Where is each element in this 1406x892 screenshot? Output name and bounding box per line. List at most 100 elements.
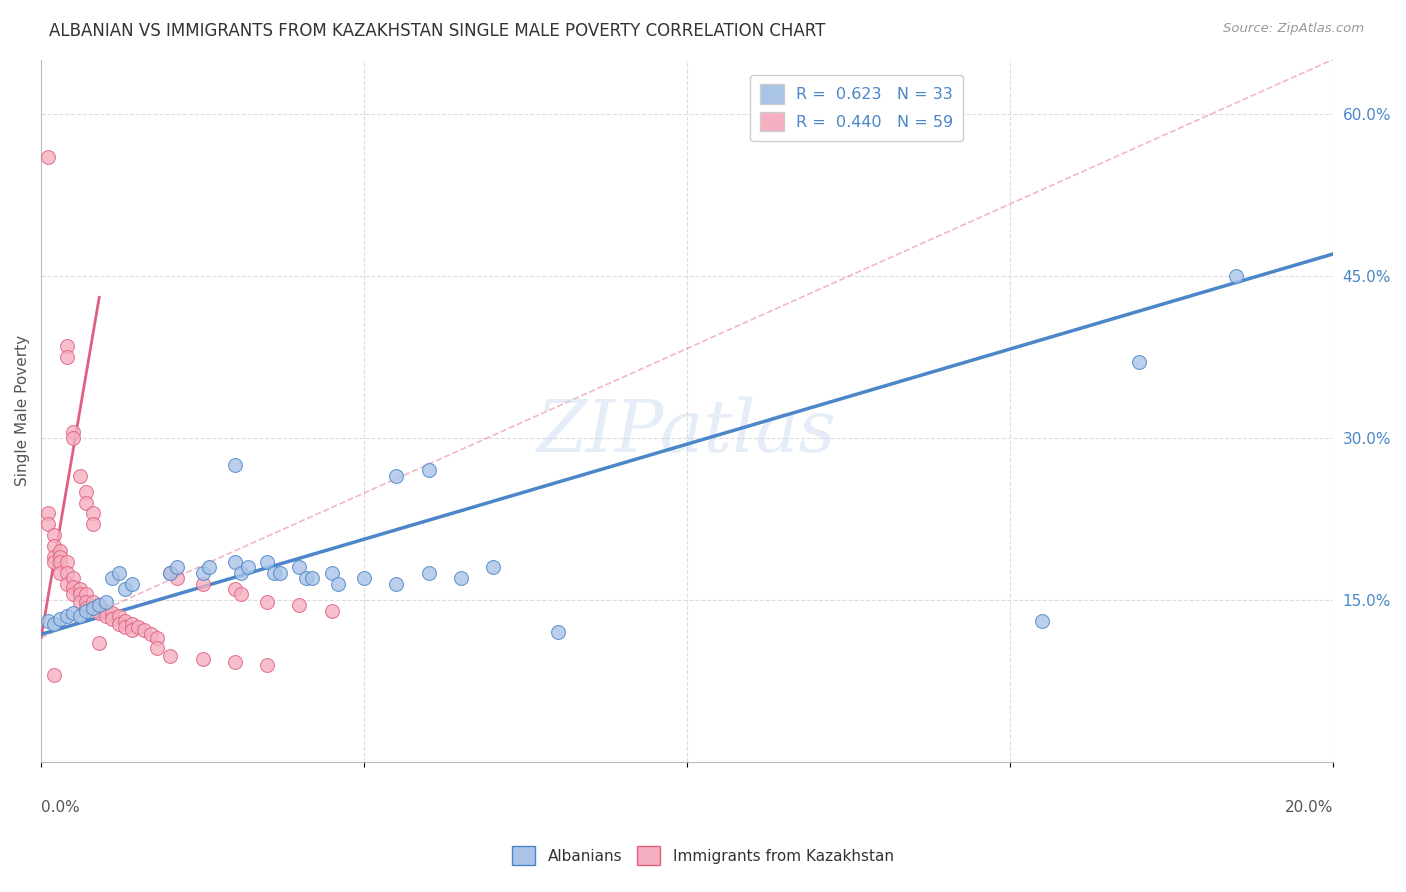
Point <box>288 560 311 574</box>
Point <box>146 641 169 656</box>
Legend: Albanians, Immigrants from Kazakhstan: Albanians, Immigrants from Kazakhstan <box>506 840 900 871</box>
Point <box>37 517 59 532</box>
Point <box>56 555 79 569</box>
Legend: R =  0.623   N = 33, R =  0.440   N = 59: R = 0.623 N = 33, R = 0.440 N = 59 <box>749 75 963 141</box>
Text: ALBANIAN VS IMMIGRANTS FROM KAZAKHSTAN SINGLE MALE POVERTY CORRELATION CHART: ALBANIAN VS IMMIGRANTS FROM KAZAKHSTAN S… <box>49 22 825 40</box>
Point <box>224 458 246 472</box>
Y-axis label: Single Male Poverty: Single Male Poverty <box>15 335 30 486</box>
Point <box>56 576 79 591</box>
Text: ZIPatlas: ZIPatlas <box>537 396 837 467</box>
Point <box>295 571 318 585</box>
Point <box>56 339 79 353</box>
Point <box>121 576 143 591</box>
Point <box>75 595 97 609</box>
Point <box>224 656 246 670</box>
Point <box>82 601 104 615</box>
Point <box>114 620 136 634</box>
Point <box>69 609 91 624</box>
Point <box>231 587 253 601</box>
Point <box>49 549 72 564</box>
Point <box>56 350 79 364</box>
Point <box>62 425 84 440</box>
Point <box>62 606 84 620</box>
Point <box>256 595 278 609</box>
Text: Source: ZipAtlas.com: Source: ZipAtlas.com <box>1223 22 1364 36</box>
Point <box>82 506 104 520</box>
Point <box>89 598 111 612</box>
Point <box>94 609 117 624</box>
Point <box>159 566 181 580</box>
Point <box>139 627 162 641</box>
Point <box>385 468 408 483</box>
Point <box>146 631 169 645</box>
Point <box>191 576 214 591</box>
Point <box>62 580 84 594</box>
Point <box>89 598 111 612</box>
Point <box>75 495 97 509</box>
Point <box>94 595 117 609</box>
Point <box>418 463 440 477</box>
Point <box>191 652 214 666</box>
Point <box>49 544 72 558</box>
Point <box>121 623 143 637</box>
Point <box>107 566 129 580</box>
Point <box>1128 355 1150 369</box>
Text: 20.0%: 20.0% <box>1285 800 1333 815</box>
Point <box>82 601 104 615</box>
Point <box>75 601 97 615</box>
Point <box>62 571 84 585</box>
Point <box>107 616 129 631</box>
Point <box>159 648 181 663</box>
Point <box>69 468 91 483</box>
Point <box>114 615 136 629</box>
Point <box>166 571 188 585</box>
Point <box>191 566 214 580</box>
Point <box>82 517 104 532</box>
Point <box>56 566 79 580</box>
Point <box>94 603 117 617</box>
Point <box>49 566 72 580</box>
Point <box>198 560 221 574</box>
Point <box>301 571 323 585</box>
Point <box>89 636 111 650</box>
Point <box>101 606 124 620</box>
Point <box>114 582 136 596</box>
Point <box>263 566 285 580</box>
Point <box>101 571 124 585</box>
Point <box>1031 615 1053 629</box>
Point <box>321 566 343 580</box>
Point <box>75 603 97 617</box>
Point <box>159 566 181 580</box>
Point <box>42 528 65 542</box>
Point <box>42 555 65 569</box>
Point <box>134 623 156 637</box>
Point <box>42 616 65 631</box>
Point <box>231 566 253 580</box>
Point <box>121 616 143 631</box>
Point <box>42 668 65 682</box>
Point <box>321 603 343 617</box>
Point <box>42 539 65 553</box>
Point <box>482 560 505 574</box>
Point <box>62 587 84 601</box>
Point <box>418 566 440 580</box>
Point <box>236 560 259 574</box>
Point <box>269 566 291 580</box>
Point <box>62 431 84 445</box>
Point <box>49 612 72 626</box>
Point <box>42 549 65 564</box>
Point <box>127 620 149 634</box>
Point <box>37 150 59 164</box>
Point <box>385 576 408 591</box>
Point <box>1225 268 1247 283</box>
Point <box>224 555 246 569</box>
Point <box>75 587 97 601</box>
Point <box>328 576 350 591</box>
Point <box>256 657 278 672</box>
Point <box>69 595 91 609</box>
Point <box>101 612 124 626</box>
Point <box>37 615 59 629</box>
Point <box>224 582 246 596</box>
Point <box>37 506 59 520</box>
Point <box>547 625 569 640</box>
